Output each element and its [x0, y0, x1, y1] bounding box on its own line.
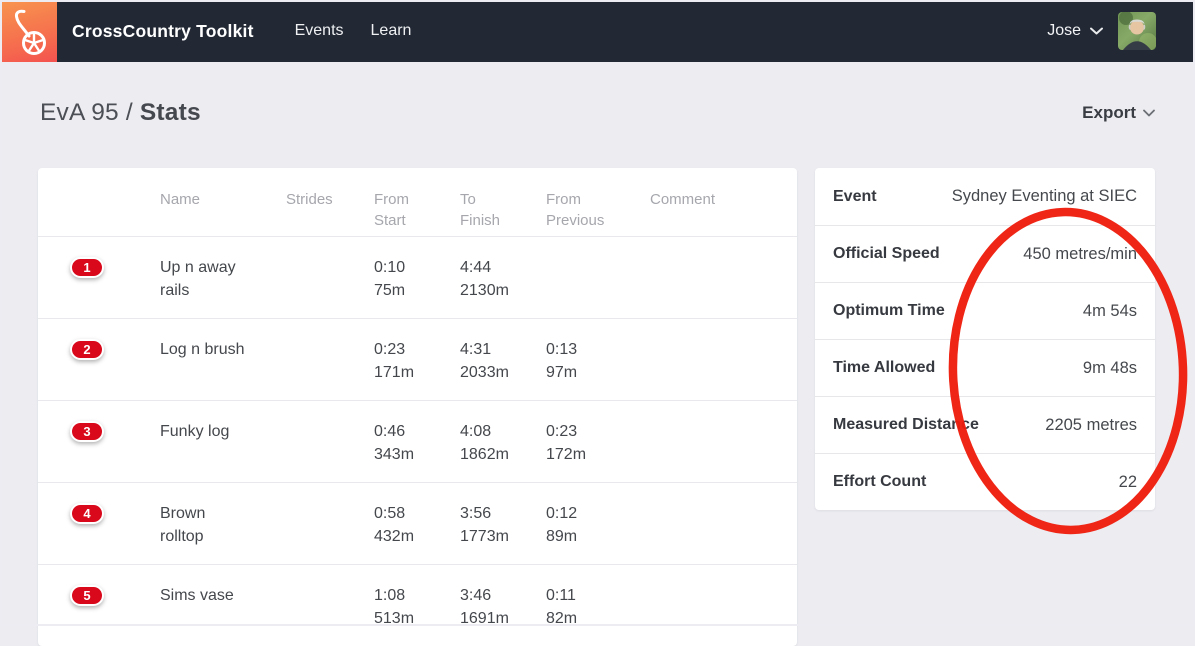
stat-label: Measured Distance: [833, 416, 979, 433]
fence-row-4: 4 Brown rolltop 0:58 432m 3:56 1773m 0:12 8…: [38, 482, 797, 564]
fence-number-badge: 5: [70, 585, 104, 606]
fence-strides: [286, 420, 374, 482]
fence-name: Up n away rails: [160, 259, 236, 299]
col-name: Name: [160, 191, 201, 208]
fence-to-finish: 4:31 2033m: [460, 341, 509, 381]
fence-strides: [286, 338, 374, 400]
fence-from-previous: 0:23 172m: [546, 423, 587, 463]
avatar-photo: [1118, 12, 1156, 50]
fence-to-finish: 3:56 1773m: [460, 505, 509, 545]
user-menu[interactable]: Jose: [1047, 22, 1103, 40]
stat-row-optimum-time: Optimum Time 4m 54s: [815, 282, 1155, 339]
stat-row-measured-distance: Measured Distance 2205 metres: [815, 396, 1155, 453]
fences-table: Name Strides From Start To Finish From P…: [38, 168, 797, 646]
fence-to-finish: 3:46 1691m: [460, 587, 509, 627]
fence-comment: [650, 338, 797, 400]
chevron-down-icon: [1090, 27, 1103, 35]
main-content: Name Strides From Start To Finish From P…: [38, 168, 1157, 646]
col-strides: Strides: [286, 191, 333, 208]
col-number: [70, 189, 160, 236]
fence-to-finish: 4:44 2130m: [460, 259, 509, 299]
fence-number-badge: 3: [70, 421, 104, 442]
top-navbar: CrossCountry Toolkit Events Learn Jose: [0, 0, 1195, 62]
col-from-previous: From Previous: [546, 191, 605, 229]
fence-from-start: 0:10 75m: [374, 259, 406, 299]
fence-name: Funky log: [160, 423, 230, 440]
fence-row-5: 5 Sims vase 1:08 513m 3:46 1691m 0:11 82m: [38, 564, 797, 646]
fence-from-previous: [546, 256, 650, 318]
nav-item-events[interactable]: Events: [294, 22, 344, 39]
col-from-start: From Start: [374, 191, 409, 229]
col-to-finish: To Finish: [460, 191, 501, 229]
export-label: Export: [1082, 103, 1136, 122]
fence-from-previous: 0:11 82m: [546, 587, 578, 627]
col-comment: Comment: [650, 191, 716, 208]
stat-value: 450 metres/min: [1023, 244, 1137, 263]
measuring-wheel-icon: [14, 9, 46, 55]
stat-label: Time Allowed: [833, 359, 936, 376]
stat-label: Effort Count: [833, 473, 927, 490]
page-header: EvA 95 / Stats Export: [40, 99, 1155, 127]
stat-value: 4m 54s: [1082, 301, 1137, 320]
stat-row-official-speed: Official Speed 450 metres/min: [815, 225, 1155, 282]
page-title-current: Stats: [139, 99, 201, 126]
fence-from-start: 0:46 343m: [374, 423, 415, 463]
main-nav: Events Learn: [295, 22, 412, 40]
fence-to-finish: 4:08 1862m: [460, 423, 509, 463]
fence-from-start: 1:08 513m: [374, 587, 415, 627]
stat-value: 22: [1118, 472, 1137, 491]
stat-value: Sydney Eventing at SIEC: [951, 187, 1137, 205]
fence-strides: [286, 584, 374, 646]
avatar[interactable]: [1118, 12, 1156, 50]
stat-label: Optimum Time: [833, 302, 945, 319]
fence-row-2: 2 Log n brush 0:23 171m 4:31 2033m 0:13 97m: [38, 318, 797, 400]
app-logo[interactable]: [0, 0, 57, 62]
breadcrumb: EvA 95 /: [40, 99, 140, 126]
user-name: Jose: [1047, 22, 1081, 39]
export-button[interactable]: Export: [1082, 103, 1155, 123]
fence-name: Log n brush: [160, 341, 245, 358]
fence-from-start: 0:58 432m: [374, 505, 415, 545]
table-header-row: Name Strides From Start To Finish From P…: [38, 168, 797, 236]
fence-number-badge: 4: [70, 503, 104, 524]
fence-comment: [650, 256, 797, 318]
fence-name: Sims vase: [160, 587, 234, 604]
fence-from-previous: 0:13 97m: [546, 341, 578, 381]
fence-number-badge: 1: [70, 257, 104, 278]
fence-row-1: 1 Up n away rails 0:10 75m 4:44 2130m: [38, 236, 797, 318]
fence-comment: [650, 502, 797, 564]
fence-comment: [650, 584, 797, 646]
stat-row-event: Event Sydney Eventing at SIEC: [815, 168, 1155, 225]
chevron-down-icon: [1143, 109, 1155, 117]
fence-number-badge: 2: [70, 339, 104, 360]
fence-comment: [650, 420, 797, 482]
stat-value: 9m 48s: [1082, 358, 1137, 377]
stats-panel: Event Sydney Eventing at SIEC Official S…: [815, 168, 1155, 510]
stat-label: Event: [833, 187, 877, 205]
fence-name: Brown rolltop: [160, 505, 206, 545]
fence-from-start: 0:23 171m: [374, 341, 415, 381]
stat-label: Official Speed: [833, 245, 940, 262]
fence-from-previous: 0:12 89m: [546, 505, 578, 545]
fence-strides: [286, 256, 374, 318]
brand-title[interactable]: CrossCountry Toolkit: [72, 20, 254, 41]
stat-value: 2205 metres: [1045, 415, 1137, 434]
page-title: EvA 95 / Stats: [40, 99, 201, 127]
stat-row-time-allowed: Time Allowed 9m 48s: [815, 339, 1155, 396]
fence-row-3: 3 Funky log 0:46 343m 4:08 1862m 0:23 172m: [38, 400, 797, 482]
nav-item-learn[interactable]: Learn: [370, 22, 412, 39]
stat-row-effort-count: Effort Count 22: [815, 453, 1155, 510]
fence-strides: [286, 502, 374, 564]
